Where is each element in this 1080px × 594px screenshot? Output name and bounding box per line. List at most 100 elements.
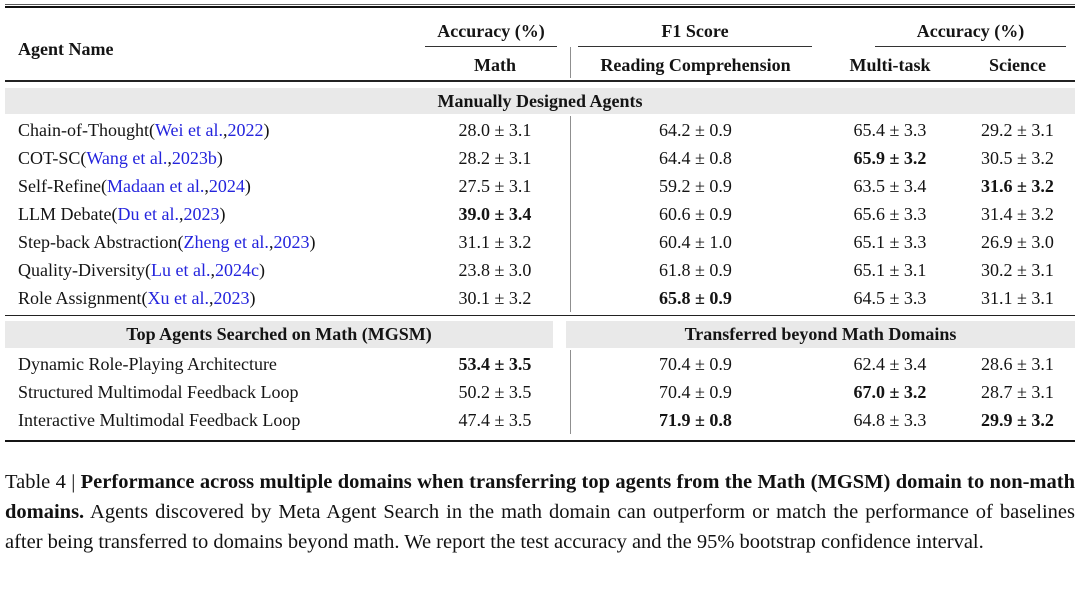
caption-label: Table 4 | bbox=[5, 471, 81, 493]
agent-name: Chain-of-Thought bbox=[18, 119, 149, 140]
citation-separator: , bbox=[210, 259, 215, 280]
science-cell: 28.7 ± 3.1 bbox=[981, 381, 1054, 402]
agent-name-cell: LLM Debate (Du et al., 2023) bbox=[5, 200, 420, 228]
agent-name-cell: Step-back Abstraction (Zheng et al., 202… bbox=[5, 228, 420, 256]
agent-name-cell: Self-Refine (Madaan et al., 2024) bbox=[5, 172, 420, 200]
math-cell: 47.4 ± 3.5 bbox=[458, 409, 532, 430]
science-cell: 31.1 ± 3.1 bbox=[981, 287, 1054, 308]
reading-comprehension-cell: 71.9 ± 0.8 bbox=[570, 406, 820, 434]
citation-year-link[interactable]: 2023 bbox=[183, 203, 220, 224]
citation-author-link[interactable]: Wang et al. bbox=[86, 147, 168, 168]
agent-name-cell: Structured Multimodal Feedback Loop bbox=[5, 378, 420, 406]
citation-paren: ( bbox=[111, 203, 118, 224]
searched-agent-rows: Dynamic Role-Playing Architecture 53.4 ± … bbox=[5, 350, 1075, 434]
citation-paren: ( bbox=[148, 119, 155, 140]
col-header-multi-task: Multi-task bbox=[849, 54, 931, 75]
citation-separator: , bbox=[204, 175, 209, 196]
multi-task-cell: 65.4 ± 3.3 bbox=[853, 119, 927, 140]
multi-task-cell: 64.8 ± 3.3 bbox=[853, 409, 927, 430]
multi-task-cell: 63.5 ± 3.4 bbox=[853, 175, 927, 196]
agent-name: Dynamic Role-Playing Architecture bbox=[18, 353, 277, 374]
math-cell: 27.5 ± 3.1 bbox=[458, 175, 532, 196]
citation-paren: ) bbox=[216, 147, 223, 168]
citation-paren: ( bbox=[100, 175, 107, 196]
science-cell: 28.6 ± 3.1 bbox=[981, 353, 1054, 374]
citation-year-link[interactable]: 2024c bbox=[214, 259, 259, 280]
citation-separator: , bbox=[223, 119, 228, 140]
citation-separator: , bbox=[178, 203, 184, 224]
reading-comprehension-cell: 60.6 ± 0.9 bbox=[570, 200, 820, 228]
table-caption: Table 4 | Performance across multiple do… bbox=[5, 467, 1075, 557]
citation-author-link[interactable]: Wei et al. bbox=[154, 119, 224, 140]
table-row: Dynamic Role-Playing Architecture 53.4 ± … bbox=[5, 350, 1075, 378]
citation-year-link[interactable]: 2024 bbox=[208, 175, 245, 196]
col-header-agent-name: Agent Name bbox=[18, 38, 114, 59]
reading-comprehension-cell: 59.2 ± 0.9 bbox=[570, 172, 820, 200]
citation-author-link[interactable]: Lu et al. bbox=[150, 259, 211, 280]
reading-comprehension-cell: 61.8 ± 0.9 bbox=[570, 256, 820, 284]
science-cell: 29.9 ± 3.2 bbox=[981, 409, 1054, 430]
header-rule bbox=[5, 80, 1075, 82]
agent-name: COT-SC bbox=[18, 147, 81, 168]
math-cell: 50.2 ± 3.5 bbox=[458, 381, 532, 402]
table-row: Chain-of-Thought (Wei et al., 2022) 28.0 … bbox=[5, 116, 1075, 144]
band-gap bbox=[553, 321, 566, 348]
citation-author-link[interactable]: Madaan et al. bbox=[106, 175, 205, 196]
manually-designed-rows: Chain-of-Thought (Wei et al., 2022) 28.0 … bbox=[5, 116, 1075, 312]
citation-paren: ) bbox=[263, 119, 270, 140]
col-header-math: Math bbox=[474, 54, 516, 75]
col-header-science: Science bbox=[989, 54, 1046, 75]
math-cell: 39.0 ± 3.4 bbox=[458, 203, 532, 224]
reading-comprehension-cell: 70.4 ± 0.9 bbox=[570, 350, 820, 378]
science-cell: 29.2 ± 3.1 bbox=[981, 119, 1054, 140]
agent-name: Role Assignment bbox=[18, 287, 142, 308]
citation-year-link[interactable]: 2023b bbox=[171, 147, 217, 168]
caption-bold-title: Performance across multiple domains when… bbox=[5, 471, 1075, 523]
citation-paren: ) bbox=[244, 175, 251, 196]
agent-name: LLM Debate bbox=[18, 203, 112, 224]
agent-name-cell: Interactive Multimodal Feedback Loop bbox=[5, 406, 420, 434]
citation-author-link[interactable]: Xu et al. bbox=[147, 287, 209, 308]
citation-author-link[interactable]: Zheng et al. bbox=[183, 231, 269, 252]
science-cell: 26.9 ± 3.0 bbox=[981, 231, 1054, 252]
citation-paren: ) bbox=[309, 231, 316, 252]
citation-paren: ( bbox=[144, 259, 151, 280]
citation-year-link[interactable]: 2023 bbox=[213, 287, 250, 308]
science-cell: 30.2 ± 3.1 bbox=[981, 259, 1054, 280]
table-header: Agent Name Accuracy (%) F1 Score Accurac… bbox=[5, 14, 1075, 78]
agent-name: Quality-Diversity bbox=[18, 259, 145, 280]
agent-name-cell: Chain-of-Thought (Wei et al., 2022) bbox=[5, 116, 420, 144]
citation-paren: ( bbox=[80, 147, 87, 168]
group-header-accuracy-transfer: Accuracy (%) bbox=[820, 21, 1075, 47]
multi-task-cell: 65.1 ± 3.1 bbox=[853, 259, 927, 280]
citation-year-link[interactable]: 2023 bbox=[273, 231, 310, 252]
agent-name: Structured Multimodal Feedback Loop bbox=[18, 381, 299, 402]
agent-name: Self-Refine bbox=[18, 175, 101, 196]
table-row: Step-back Abstraction (Zheng et al., 202… bbox=[5, 228, 1075, 256]
reading-comprehension-cell: 60.4 ± 1.0 bbox=[570, 228, 820, 256]
group-header-f1-score: F1 Score bbox=[570, 21, 820, 47]
math-cell: 30.1 ± 3.2 bbox=[458, 287, 532, 308]
reading-comprehension-cell: 65.8 ± 0.9 bbox=[570, 284, 820, 312]
multi-task-cell: 65.1 ± 3.3 bbox=[853, 231, 927, 252]
science-cell: 31.4 ± 3.2 bbox=[981, 203, 1054, 224]
results-table: Agent Name Accuracy (%) F1 Score Accurac… bbox=[5, 4, 1075, 442]
agent-name-cell: Dynamic Role-Playing Architecture bbox=[5, 350, 420, 378]
citation-paren: ) bbox=[258, 259, 265, 280]
citation-paren: ) bbox=[219, 203, 226, 224]
col-header-reading-comprehension: Reading Comprehension bbox=[570, 47, 820, 78]
multi-task-cell: 64.5 ± 3.3 bbox=[853, 287, 927, 308]
caption-body: Agents discovered by Meta Agent Search i… bbox=[5, 501, 1075, 553]
citation-author-link[interactable]: Du et al. bbox=[117, 203, 179, 224]
citation-year-link[interactable]: 2022 bbox=[227, 119, 264, 140]
table-top-rule bbox=[5, 4, 1075, 8]
citation-separator: , bbox=[209, 287, 214, 308]
science-cell: 30.5 ± 3.2 bbox=[981, 147, 1054, 168]
multi-task-cell: 65.6 ± 3.3 bbox=[853, 203, 927, 224]
mid-rule bbox=[5, 315, 1075, 316]
table-row: COT-SC (Wang et al., 2023b) 28.2 ± 3.1 64.… bbox=[5, 144, 1075, 172]
agent-name-cell: Quality-Diversity (Lu et al., 2024c) bbox=[5, 256, 420, 284]
citation-paren: ( bbox=[177, 231, 184, 252]
math-cell: 28.2 ± 3.1 bbox=[458, 147, 532, 168]
citation-paren: ( bbox=[141, 287, 148, 308]
